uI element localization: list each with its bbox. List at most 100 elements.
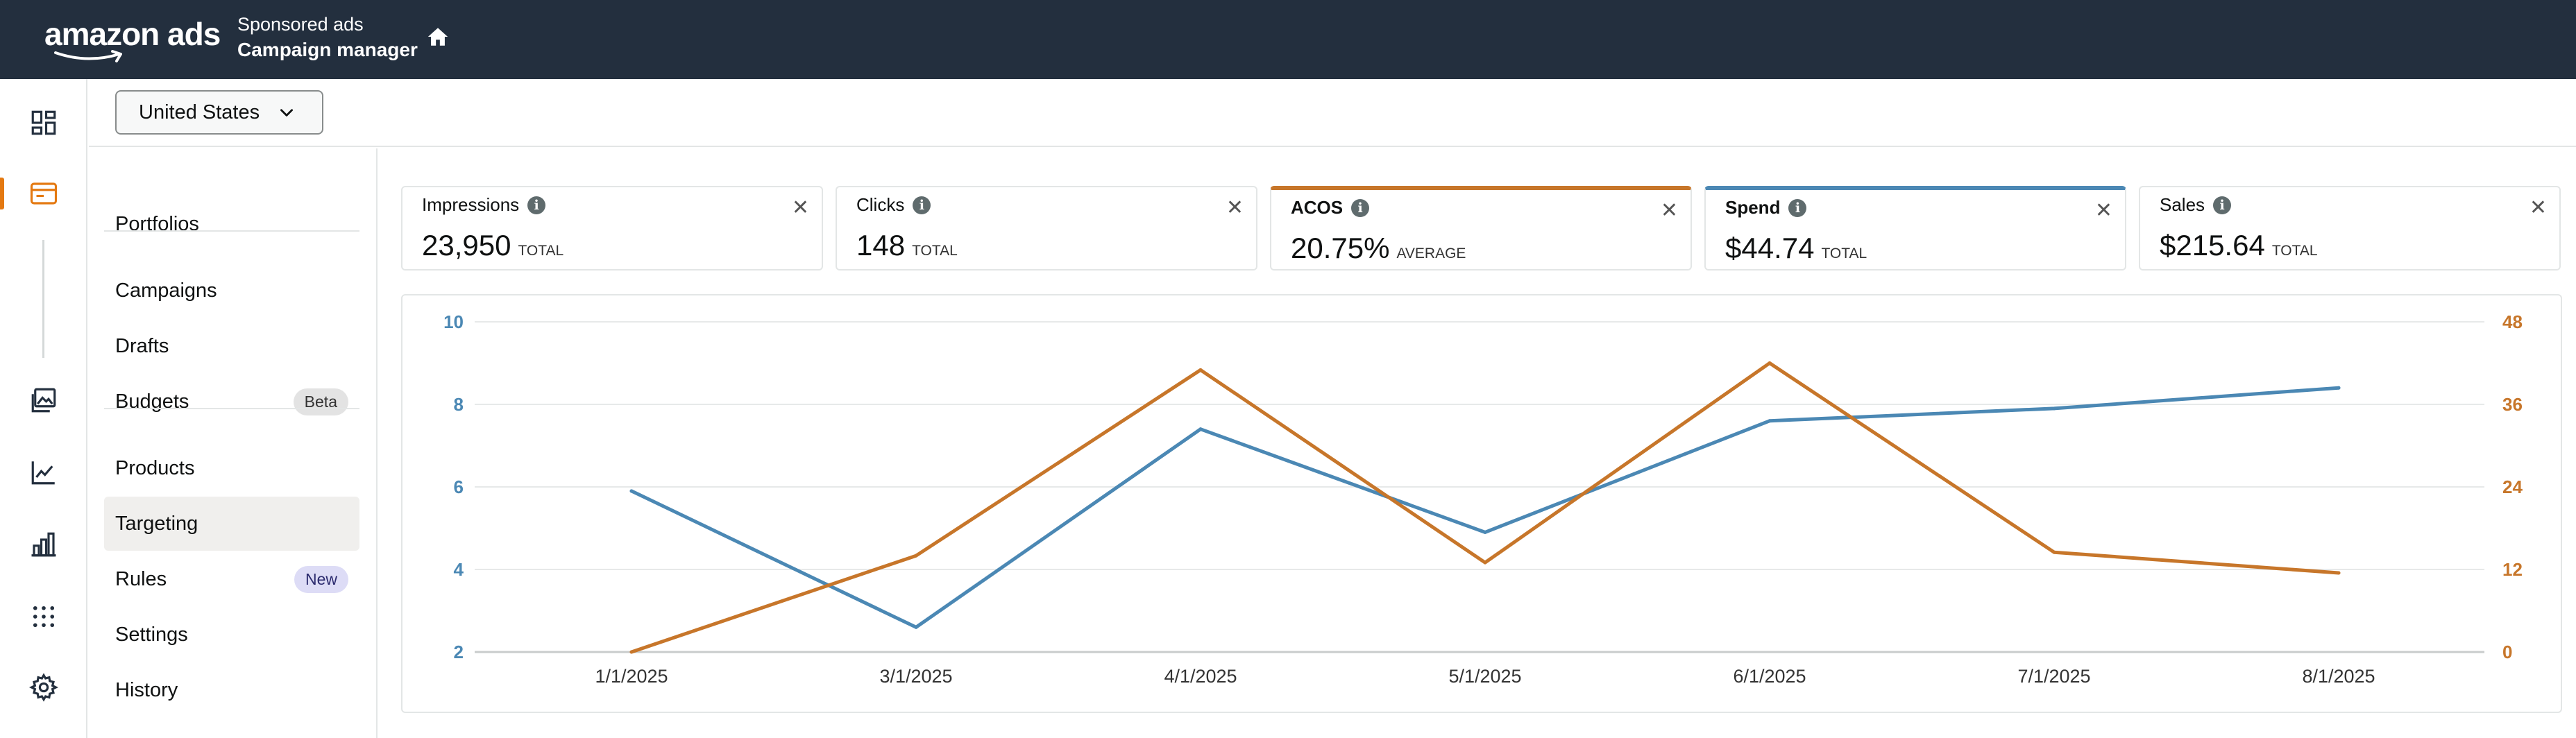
metric-value: $215.64 Total: [2160, 229, 2318, 262]
y-right-tick-label: 0: [2502, 642, 2512, 662]
metric-unit: Total: [1821, 246, 1867, 261]
nav-item-label: History: [115, 678, 178, 701]
metric-number: 23,950: [422, 229, 511, 261]
breadcrumb: Sponsored ads Campaign manager: [237, 12, 418, 64]
metric-number: $44.74: [1725, 232, 1815, 264]
nav-item-products[interactable]: Products: [104, 441, 359, 495]
y-right-tick-label: 48: [2502, 311, 2523, 332]
y-left-tick-label: 2: [454, 642, 464, 662]
metric-title-text: Sales: [2160, 194, 2205, 215]
nav-divider: [104, 408, 359, 409]
country-dropdown[interactable]: United States: [115, 90, 323, 135]
info-icon[interactable]: i: [913, 196, 931, 214]
nav-item-portfolios[interactable]: Portfolios: [104, 197, 359, 251]
dashboard-icon[interactable]: [28, 107, 60, 139]
nav-item-history[interactable]: History: [104, 663, 359, 717]
data-point: [1768, 361, 1772, 365]
amazon-ads-logo[interactable]: amazon ads: [44, 16, 221, 62]
metric-card-sales[interactable]: Sales i ✕ $215.64 Total: [2139, 186, 2561, 271]
metric-unit: Total: [912, 243, 958, 259]
data-point: [1483, 530, 1487, 534]
close-icon[interactable]: ✕: [1226, 196, 1244, 219]
data-point: [629, 489, 634, 493]
nav-item-label: Products: [115, 456, 195, 479]
metric-title-text: ACOS: [1291, 197, 1344, 218]
close-icon[interactable]: ✕: [2094, 199, 2112, 222]
metric-value: 148 Total: [856, 229, 958, 262]
data-point: [2052, 406, 2056, 411]
metric-value: 20.75% Average: [1291, 232, 1466, 265]
info-icon[interactable]: i: [527, 196, 546, 214]
metric-title: Clicks i: [856, 194, 931, 216]
nav-item-targeting[interactable]: Targeting: [104, 497, 359, 551]
nav-item-label: Budgets: [115, 390, 189, 413]
nav-item-rules[interactable]: Rules New: [104, 552, 359, 606]
bar-chart-icon[interactable]: [28, 529, 60, 560]
campaign-card-icon[interactable]: [28, 178, 60, 209]
x-tick-label: 1/1/2025: [595, 666, 668, 687]
data-point: [1198, 368, 1203, 372]
metric-title-text: Spend: [1725, 197, 1781, 218]
metric-number: $215.64: [2160, 229, 2265, 261]
beta-badge: Beta: [293, 388, 348, 415]
home-icon[interactable]: [426, 25, 450, 52]
logo-text: amazon ads: [44, 16, 221, 52]
metric-unit: Total: [518, 243, 564, 259]
metric-title: ACOS i: [1291, 197, 1370, 218]
close-icon[interactable]: ✕: [791, 196, 809, 219]
nav-item-campaigns[interactable]: Campaigns: [104, 264, 359, 318]
info-icon[interactable]: i: [2213, 196, 2232, 214]
info-icon[interactable]: i: [1351, 198, 1370, 217]
metric-card-acos[interactable]: ACOS i ✕ 20.75% Average: [1270, 186, 1692, 271]
performance-line-chart[interactable]: 10 488 366 244 122 01/1/2025 3/1/2025 4/1/2025 5…: [402, 295, 2564, 714]
performance-chart-panel: 10 48 8 36 6 24 4 12 2 0 1/1/2025 3/1/2025 4/1/2025 5…: [401, 294, 2562, 713]
info-icon[interactable]: i: [1788, 198, 1807, 217]
data-point: [629, 650, 634, 654]
nav-divider: [104, 230, 359, 232]
creative-image-icon[interactable]: [28, 384, 60, 416]
country-dropdown-label: United States: [139, 101, 260, 123]
x-tick-label: 8/1/2025: [2302, 666, 2375, 687]
y-right-tick-label: 36: [2502, 394, 2523, 415]
x-tick-label: 3/1/2025: [879, 666, 952, 687]
x-tick-label: 6/1/2025: [1733, 666, 1806, 687]
x-tick-label: 7/1/2025: [2017, 666, 2090, 687]
country-selector-row: United States: [89, 79, 2576, 147]
metric-card-impressions[interactable]: Impressions i ✕ 23,950 Total: [401, 186, 823, 271]
metric-number: 148: [856, 229, 906, 261]
metric-card-clicks[interactable]: Clicks i ✕ 148 Total: [836, 186, 1257, 271]
nav-item-budgets[interactable]: Budgets Beta: [104, 375, 359, 429]
settings-gear-icon[interactable]: [28, 671, 60, 703]
metric-unit: Average: [1396, 246, 1466, 261]
new-badge: New: [294, 565, 348, 593]
metric-unit: Total: [2271, 243, 2318, 259]
campaign-manager-nav: Portfolios Campaigns Drafts Budgets Beta…: [89, 148, 378, 738]
close-icon[interactable]: ✕: [1660, 199, 1678, 222]
close-icon[interactable]: ✕: [2529, 196, 2547, 219]
trend-chart-icon[interactable]: [28, 456, 60, 488]
y-left-tick-label: 8: [454, 394, 464, 415]
metric-value: 23,950 Total: [422, 229, 564, 262]
y-right-tick-label: 24: [2502, 477, 2523, 497]
metric-title: Spend i: [1725, 197, 1807, 218]
data-point: [2337, 571, 2341, 575]
nav-item-label: Drafts: [115, 334, 169, 357]
data-point: [914, 554, 918, 558]
nav-item-label: Portfolios: [115, 212, 199, 235]
metric-value: $44.74 Total: [1725, 232, 1867, 265]
smile-arrow-icon: [54, 50, 122, 62]
nav-item-label: Targeting: [115, 512, 198, 535]
metric-card-spend[interactable]: Spend i ✕ $44.74 Total: [1704, 186, 2126, 271]
nav-item-drafts[interactable]: Drafts: [104, 319, 359, 373]
metric-title-text: Clicks: [856, 194, 905, 215]
metric-title: Sales i: [2160, 194, 2232, 216]
y-right-tick-label: 12: [2502, 559, 2523, 580]
metric-title: Impressions i: [422, 194, 546, 216]
breadcrumb-sub: Sponsored ads: [237, 14, 364, 35]
data-point: [2337, 386, 2341, 390]
nav-item-settings[interactable]: Settings: [104, 608, 359, 662]
y-left-tick-label: 6: [454, 477, 464, 497]
apps-grid-icon[interactable]: [28, 601, 60, 633]
nav-item-label: Settings: [115, 623, 188, 646]
data-point: [2052, 550, 2056, 554]
